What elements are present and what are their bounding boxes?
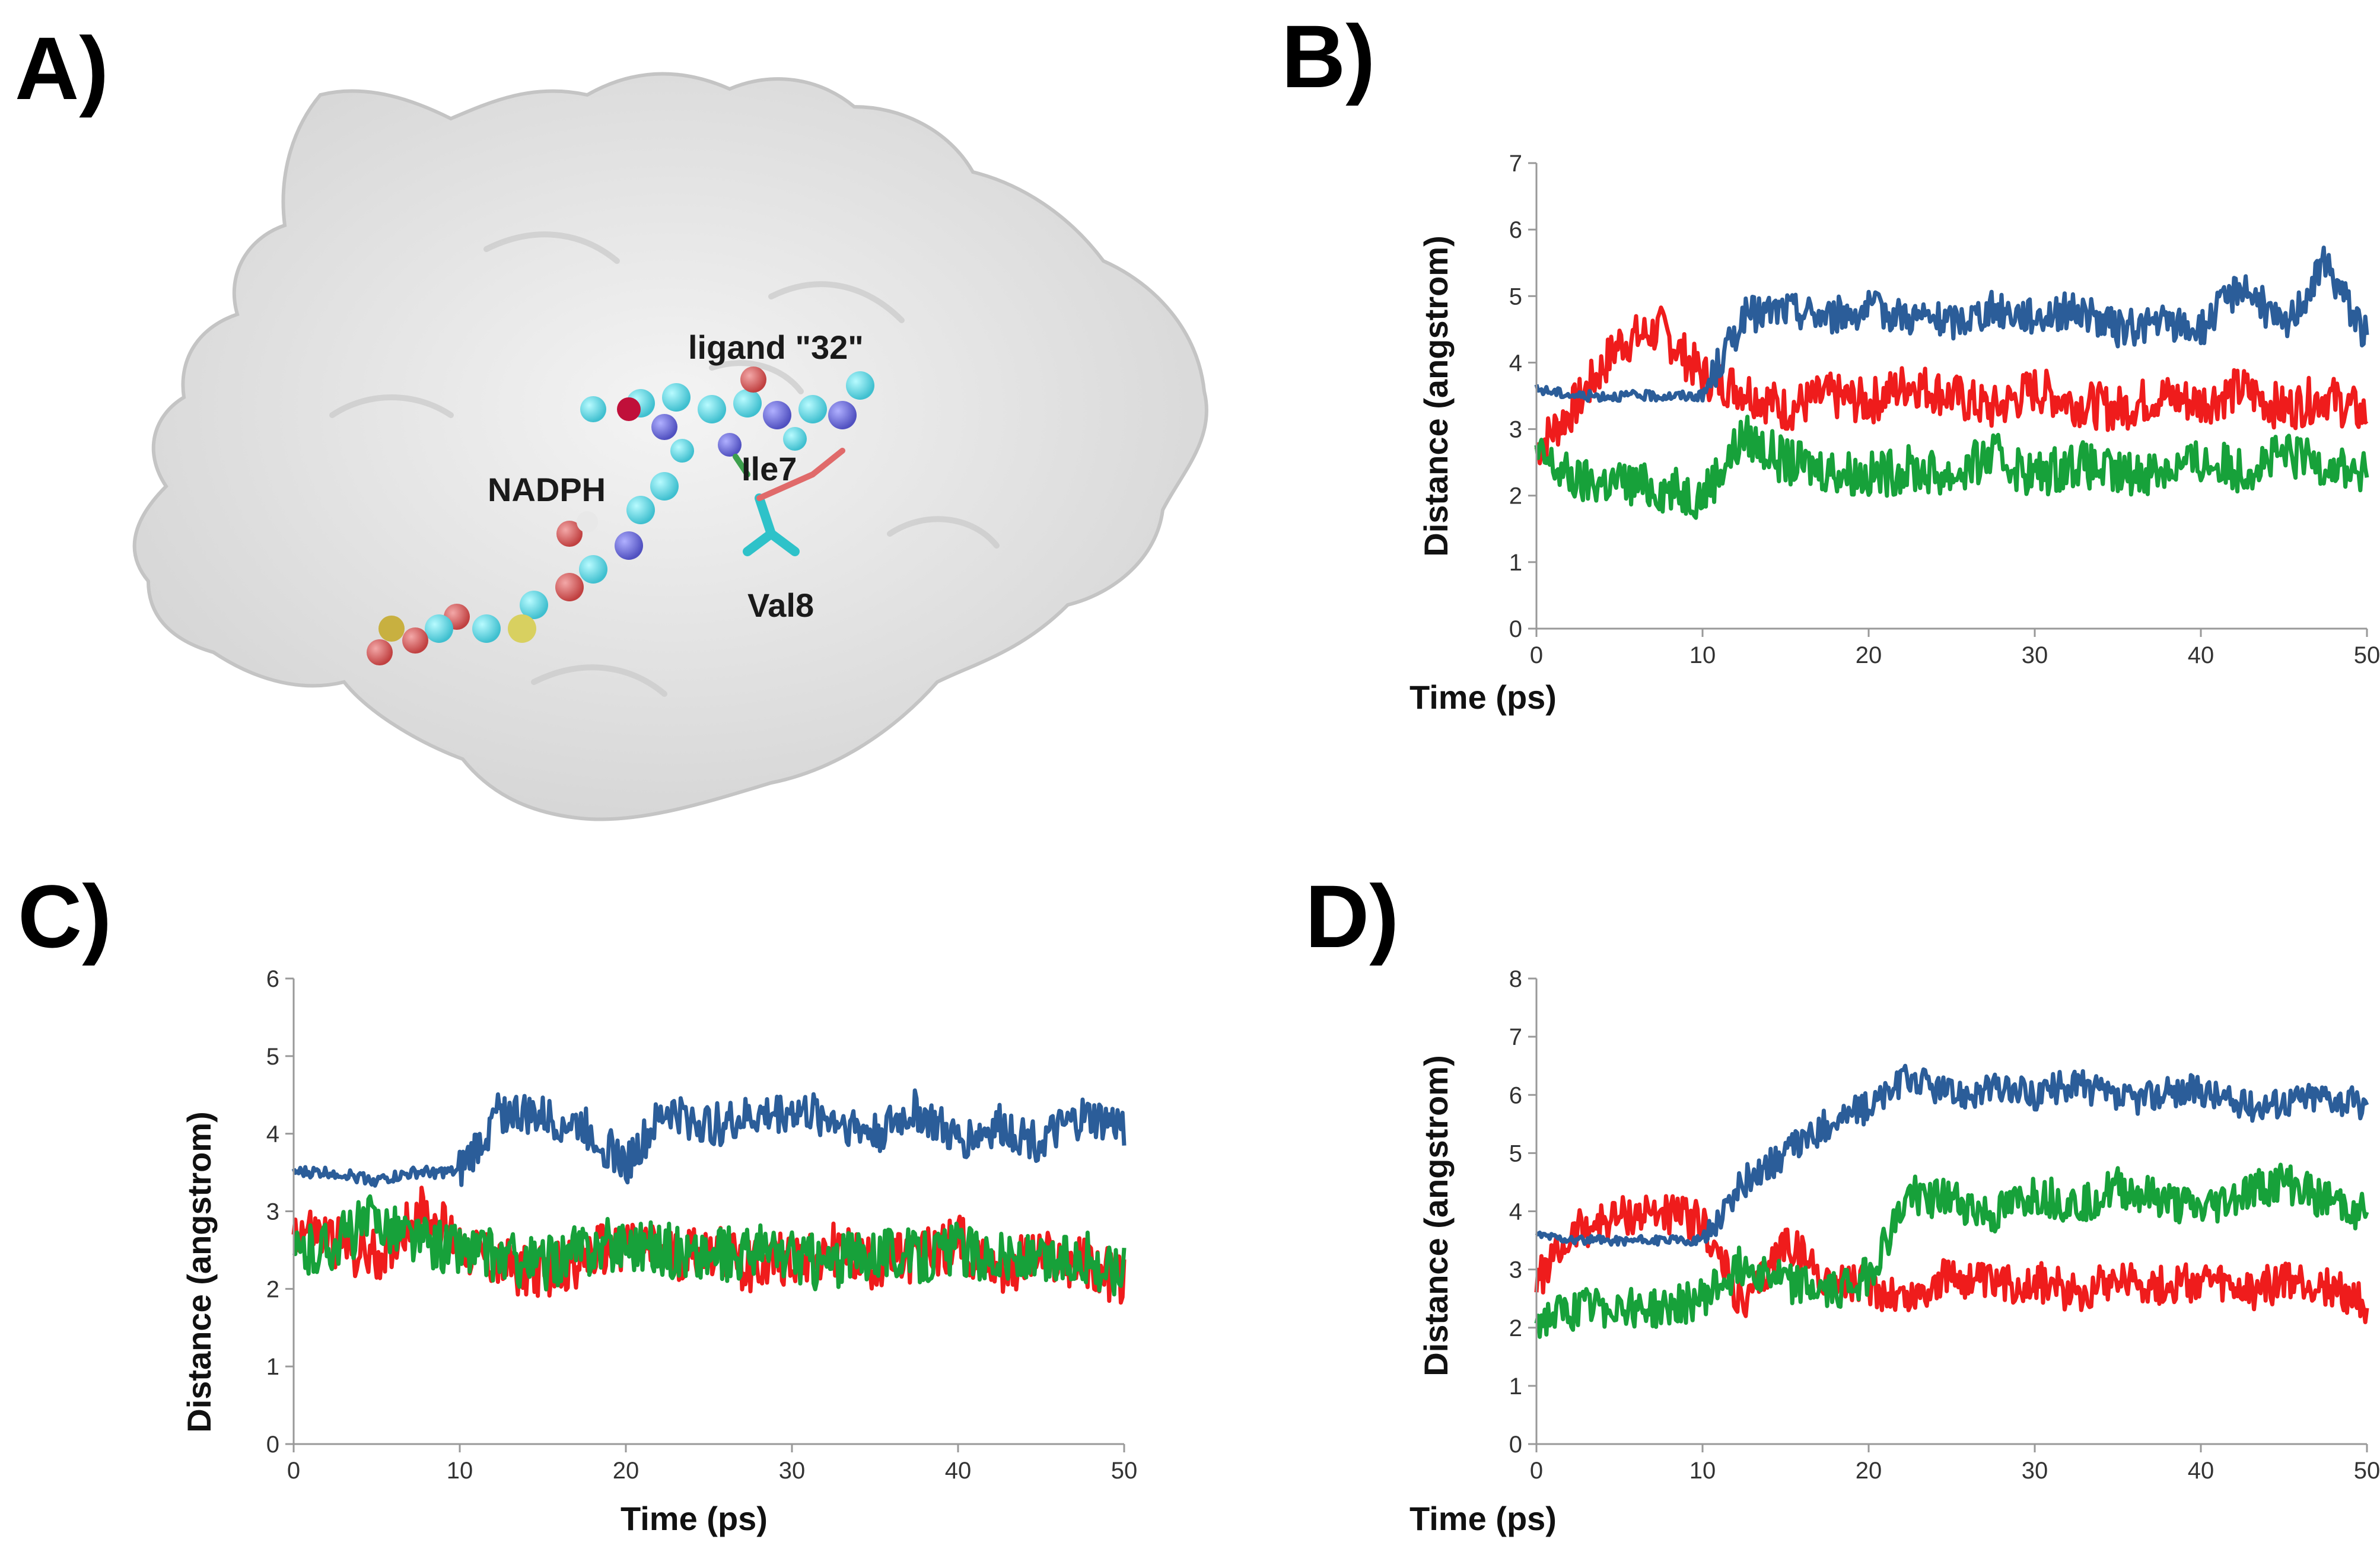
chart-c-ytick-label: 4 <box>266 1121 279 1148</box>
chart-b-ytick-label: 4 <box>1509 350 1522 376</box>
chart-d-xtick-label: 40 <box>2188 1458 2214 1484</box>
chart-b-ylabel: Distance (angstrom) <box>1417 235 1455 556</box>
chart-c-ytick-label: 6 <box>266 966 279 992</box>
chart-d-series-red <box>1534 1194 2369 1324</box>
panel-label-b: B) <box>1281 7 1376 106</box>
chart-b-ytick-label: 7 <box>1509 151 1522 177</box>
chart-d-series-green <box>1534 1162 2369 1339</box>
chart-b-series-green <box>1534 415 2369 520</box>
chart-b-series-red <box>1534 305 2369 466</box>
chart-b-ytick-label: 2 <box>1509 483 1522 509</box>
chart-c-xtick-label: 10 <box>447 1458 473 1484</box>
chart-b-xlabel: Time (ps) <box>1409 678 1557 716</box>
panel-label-c: C) <box>18 866 112 966</box>
chart-d-ylabel: Distance (angstrom) <box>1417 1055 1455 1376</box>
chart-b-xtick-label: 10 <box>1689 642 1716 668</box>
chart-d-xtick-label: 10 <box>1689 1458 1716 1484</box>
label-val8: Val8 <box>747 587 814 624</box>
chart-c-xtick-label: 30 <box>779 1458 806 1484</box>
chart-b-xtick-label: 0 <box>1530 642 1543 668</box>
chart-c-series-green <box>292 1194 1127 1297</box>
chart-c-xlabel: Time (ps) <box>621 1500 768 1537</box>
chart-b-ytick-label: 5 <box>1509 283 1522 310</box>
chart-b-ytick-label: 3 <box>1509 417 1522 443</box>
chart-c-xtick-label: 40 <box>945 1458 972 1484</box>
chart-c-ytick-label: 2 <box>266 1276 279 1302</box>
chart-c-ylabel: Distance (angstrom) <box>180 1111 218 1432</box>
chart-c-series-blue <box>291 1088 1127 1188</box>
label-ligand-32: ligand "32" <box>688 329 864 366</box>
chart-d-xtick-label: 0 <box>1530 1458 1543 1484</box>
chart-d-xlabel: Time (ps) <box>1409 1500 1557 1537</box>
chart-d-ytick-label: 0 <box>1509 1432 1522 1458</box>
chart-c-ytick-label: 1 <box>266 1354 279 1380</box>
ligand-32-model <box>580 366 874 463</box>
chart-d-ytick-label: 1 <box>1509 1373 1522 1400</box>
nadph-model <box>367 472 679 665</box>
chart-b-ytick-label: 0 <box>1509 616 1522 642</box>
residue-sticks <box>733 448 845 556</box>
chart-b-ytick-label: 1 <box>1509 550 1522 576</box>
chart-d-ytick-label: 3 <box>1509 1257 1522 1283</box>
chart-c-xtick-label: 0 <box>287 1458 300 1484</box>
chart-b-xtick-label: 20 <box>1856 642 1882 668</box>
chart-c-xtick-label: 20 <box>613 1458 639 1484</box>
protein-structure-illustration: ligand "32" NADPH Ile7 Val8 <box>132 72 1208 821</box>
chart-b-xtick-label: 50 <box>2354 642 2380 668</box>
chart-d-xtick-label: 30 <box>2022 1458 2048 1484</box>
panel-label-a: A) <box>15 18 109 118</box>
chart-b-xtick-label: 30 <box>2022 642 2048 668</box>
chart-c-xtick-label: 50 <box>1111 1458 1138 1484</box>
chart-d-xtick-label: 20 <box>1856 1458 1882 1484</box>
label-ile7: Ile7 <box>742 450 797 487</box>
chart-d-ytick-label: 5 <box>1509 1140 1522 1167</box>
label-nadph: NADPH <box>488 471 606 508</box>
chart-d-xtick-label: 50 <box>2354 1458 2380 1484</box>
chart-d-ytick-label: 2 <box>1509 1315 1522 1341</box>
chart-d-ytick-label: 7 <box>1509 1024 1522 1050</box>
chart-d-series-blue <box>1535 1063 2369 1247</box>
panel-label-d: D) <box>1305 866 1399 966</box>
chart-d-ytick-label: 8 <box>1509 966 1522 992</box>
chart-b-series-blue <box>1534 246 2369 403</box>
chart-b-ytick-label: 6 <box>1509 217 1522 243</box>
chart-b-xtick-label: 40 <box>2188 642 2214 668</box>
chart-d-ytick-label: 4 <box>1509 1199 1522 1225</box>
chart-d-ytick-label: 6 <box>1509 1082 1522 1108</box>
chart-c-ytick-label: 3 <box>266 1199 279 1225</box>
chart-c-ytick-label: 0 <box>266 1432 279 1458</box>
chart-c-ytick-label: 5 <box>266 1044 279 1070</box>
